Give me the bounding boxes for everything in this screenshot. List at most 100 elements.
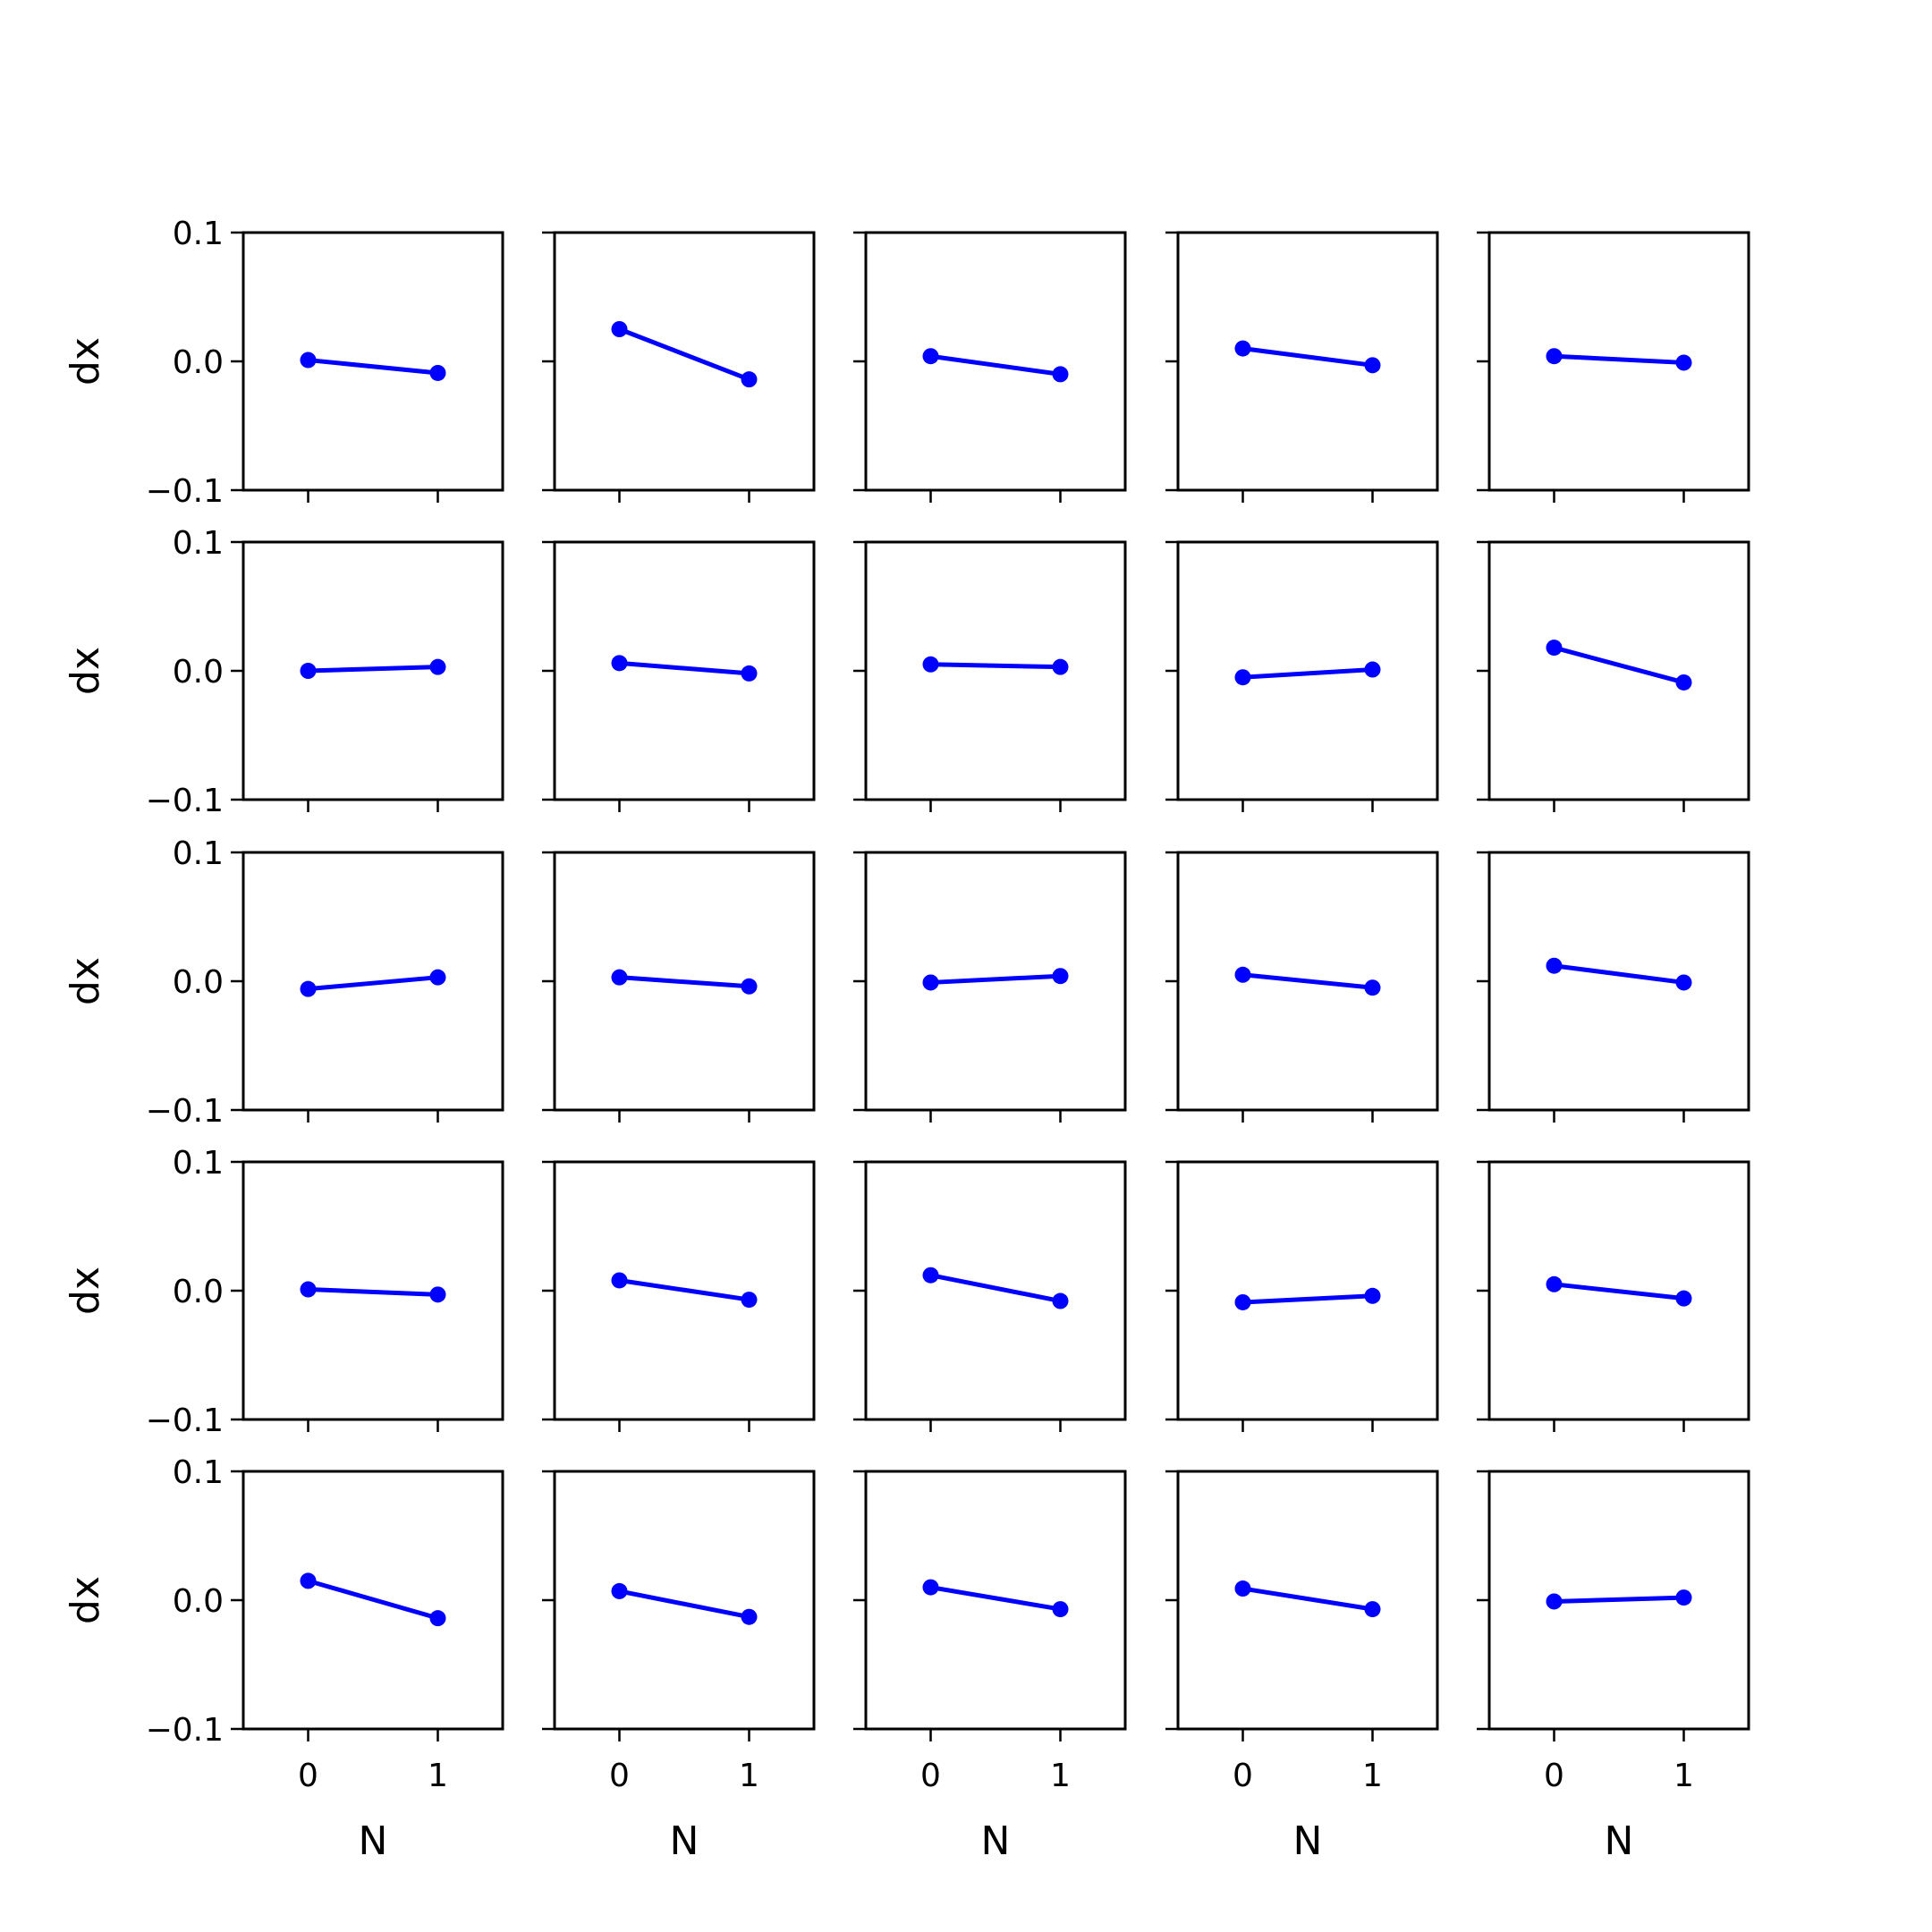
series-line — [1552, 1282, 1686, 1301]
series-line — [928, 1585, 1063, 1612]
axes-frame — [553, 231, 816, 492]
subplot-r2-c3 — [853, 540, 1127, 812]
series-line — [1241, 972, 1375, 990]
data-point — [1364, 1601, 1381, 1618]
series-line — [617, 326, 751, 382]
y-tick-label: −0.1 — [146, 783, 224, 819]
x-tick-label: 0 — [609, 1758, 630, 1794]
y-tick-label: 0.1 — [173, 1145, 224, 1182]
series-line — [617, 1277, 751, 1302]
x-axis-label: N — [981, 1818, 1011, 1864]
subplot-r3-c3 — [853, 851, 1127, 1123]
data-point — [611, 321, 628, 337]
subplot-r1-c2 — [542, 231, 816, 503]
data-point — [1234, 669, 1251, 686]
x-tick-label: 1 — [739, 1758, 759, 1794]
data-point — [611, 969, 628, 986]
axes-frame — [1487, 851, 1750, 1112]
x-axis-label: N — [1605, 1818, 1634, 1864]
series-line — [928, 1273, 1063, 1304]
subplot-r2-c5 — [1477, 540, 1750, 812]
y-tick-label: 0.0 — [173, 1274, 224, 1310]
x-tick-label: 1 — [428, 1758, 448, 1794]
data-point — [922, 1579, 939, 1596]
y-axis-label: dx — [63, 647, 108, 695]
data-point — [741, 371, 758, 388]
y-axis-label: dx — [63, 1576, 108, 1624]
subplot-r1-c3 — [853, 231, 1127, 503]
x-axis-label: N — [359, 1818, 388, 1864]
data-point — [1364, 1287, 1381, 1304]
subplot-r5-c2: 0 1 N — [542, 1470, 816, 1864]
series-line — [617, 1589, 751, 1620]
data-point — [1546, 1275, 1563, 1292]
subplot-r2-c2 — [542, 540, 816, 812]
data-point — [922, 1267, 939, 1284]
series-line — [306, 1287, 440, 1297]
data-point — [741, 1292, 758, 1309]
axes-frame — [864, 231, 1127, 492]
subplot-r4-c1: −0.1 0.0 0.1 dx — [63, 1145, 504, 1439]
data-point — [1052, 366, 1069, 383]
series-line — [306, 1578, 440, 1621]
data-point — [300, 352, 317, 369]
data-point — [1052, 1292, 1069, 1309]
data-point — [1546, 640, 1563, 657]
data-point — [300, 663, 317, 679]
y-tick-label: 0.0 — [173, 654, 224, 691]
y-axis-label: dx — [63, 337, 108, 386]
subplot-r2-c1: −0.1 0.0 0.1 dx — [63, 525, 504, 819]
data-point — [1675, 974, 1692, 991]
y-tick-label: 0.1 — [173, 216, 224, 252]
series-line — [928, 662, 1063, 670]
x-axis-label: N — [1293, 1818, 1323, 1864]
series-line — [306, 358, 440, 376]
axes-frame — [553, 1470, 816, 1731]
y-axis-label: dx — [63, 957, 108, 1005]
series-line — [617, 975, 751, 989]
data-point — [429, 364, 446, 381]
data-point — [1364, 661, 1381, 678]
series-line — [1241, 346, 1375, 368]
x-tick-label: 1 — [1362, 1758, 1383, 1794]
subplot-r1-c1: −0.1 0.0 0.1 dx — [63, 216, 504, 510]
y-tick-label: 0.0 — [173, 964, 224, 1001]
subplot-r1-c4 — [1165, 231, 1439, 503]
axes-frame — [1176, 540, 1439, 801]
data-point — [1052, 1601, 1069, 1618]
data-point — [922, 656, 939, 673]
data-point — [1234, 1580, 1251, 1597]
data-point — [1052, 658, 1069, 675]
data-point — [922, 348, 939, 365]
subplot-r3-c4 — [1165, 851, 1439, 1123]
data-point — [1234, 1293, 1251, 1310]
subplot-r5-c5: 0 1 N — [1477, 1470, 1750, 1864]
data-point — [429, 969, 446, 986]
x-axis-label: N — [670, 1818, 699, 1864]
y-tick-label: −0.1 — [146, 1402, 224, 1439]
y-tick-label: 0.1 — [173, 525, 224, 562]
data-point — [429, 658, 446, 675]
data-point — [1546, 1593, 1563, 1610]
data-point — [741, 978, 758, 995]
subplot-r3-c2 — [542, 851, 816, 1123]
subplot-r3-c1: −0.1 0.0 0.1 dx — [63, 835, 504, 1130]
subplot-r5-c4: 0 1 N — [1165, 1470, 1439, 1864]
data-point — [1234, 966, 1251, 983]
subplot-r5-c3: 0 1 N — [853, 1470, 1127, 1864]
x-tick-label: 0 — [1544, 1758, 1564, 1794]
data-point — [1675, 354, 1692, 371]
series-line — [928, 973, 1063, 985]
subplot-r2-c4 — [1165, 540, 1439, 812]
axes-frame — [242, 231, 504, 492]
y-tick-label: −0.1 — [146, 1712, 224, 1749]
data-point — [1675, 1290, 1692, 1307]
x-tick-label: 1 — [1674, 1758, 1694, 1794]
series-line — [306, 665, 440, 674]
y-tick-label: 0.0 — [173, 344, 224, 381]
series-line — [1241, 667, 1375, 680]
data-point — [1675, 674, 1692, 691]
series-line — [1552, 353, 1686, 365]
subplot-r4-c5 — [1477, 1160, 1750, 1432]
